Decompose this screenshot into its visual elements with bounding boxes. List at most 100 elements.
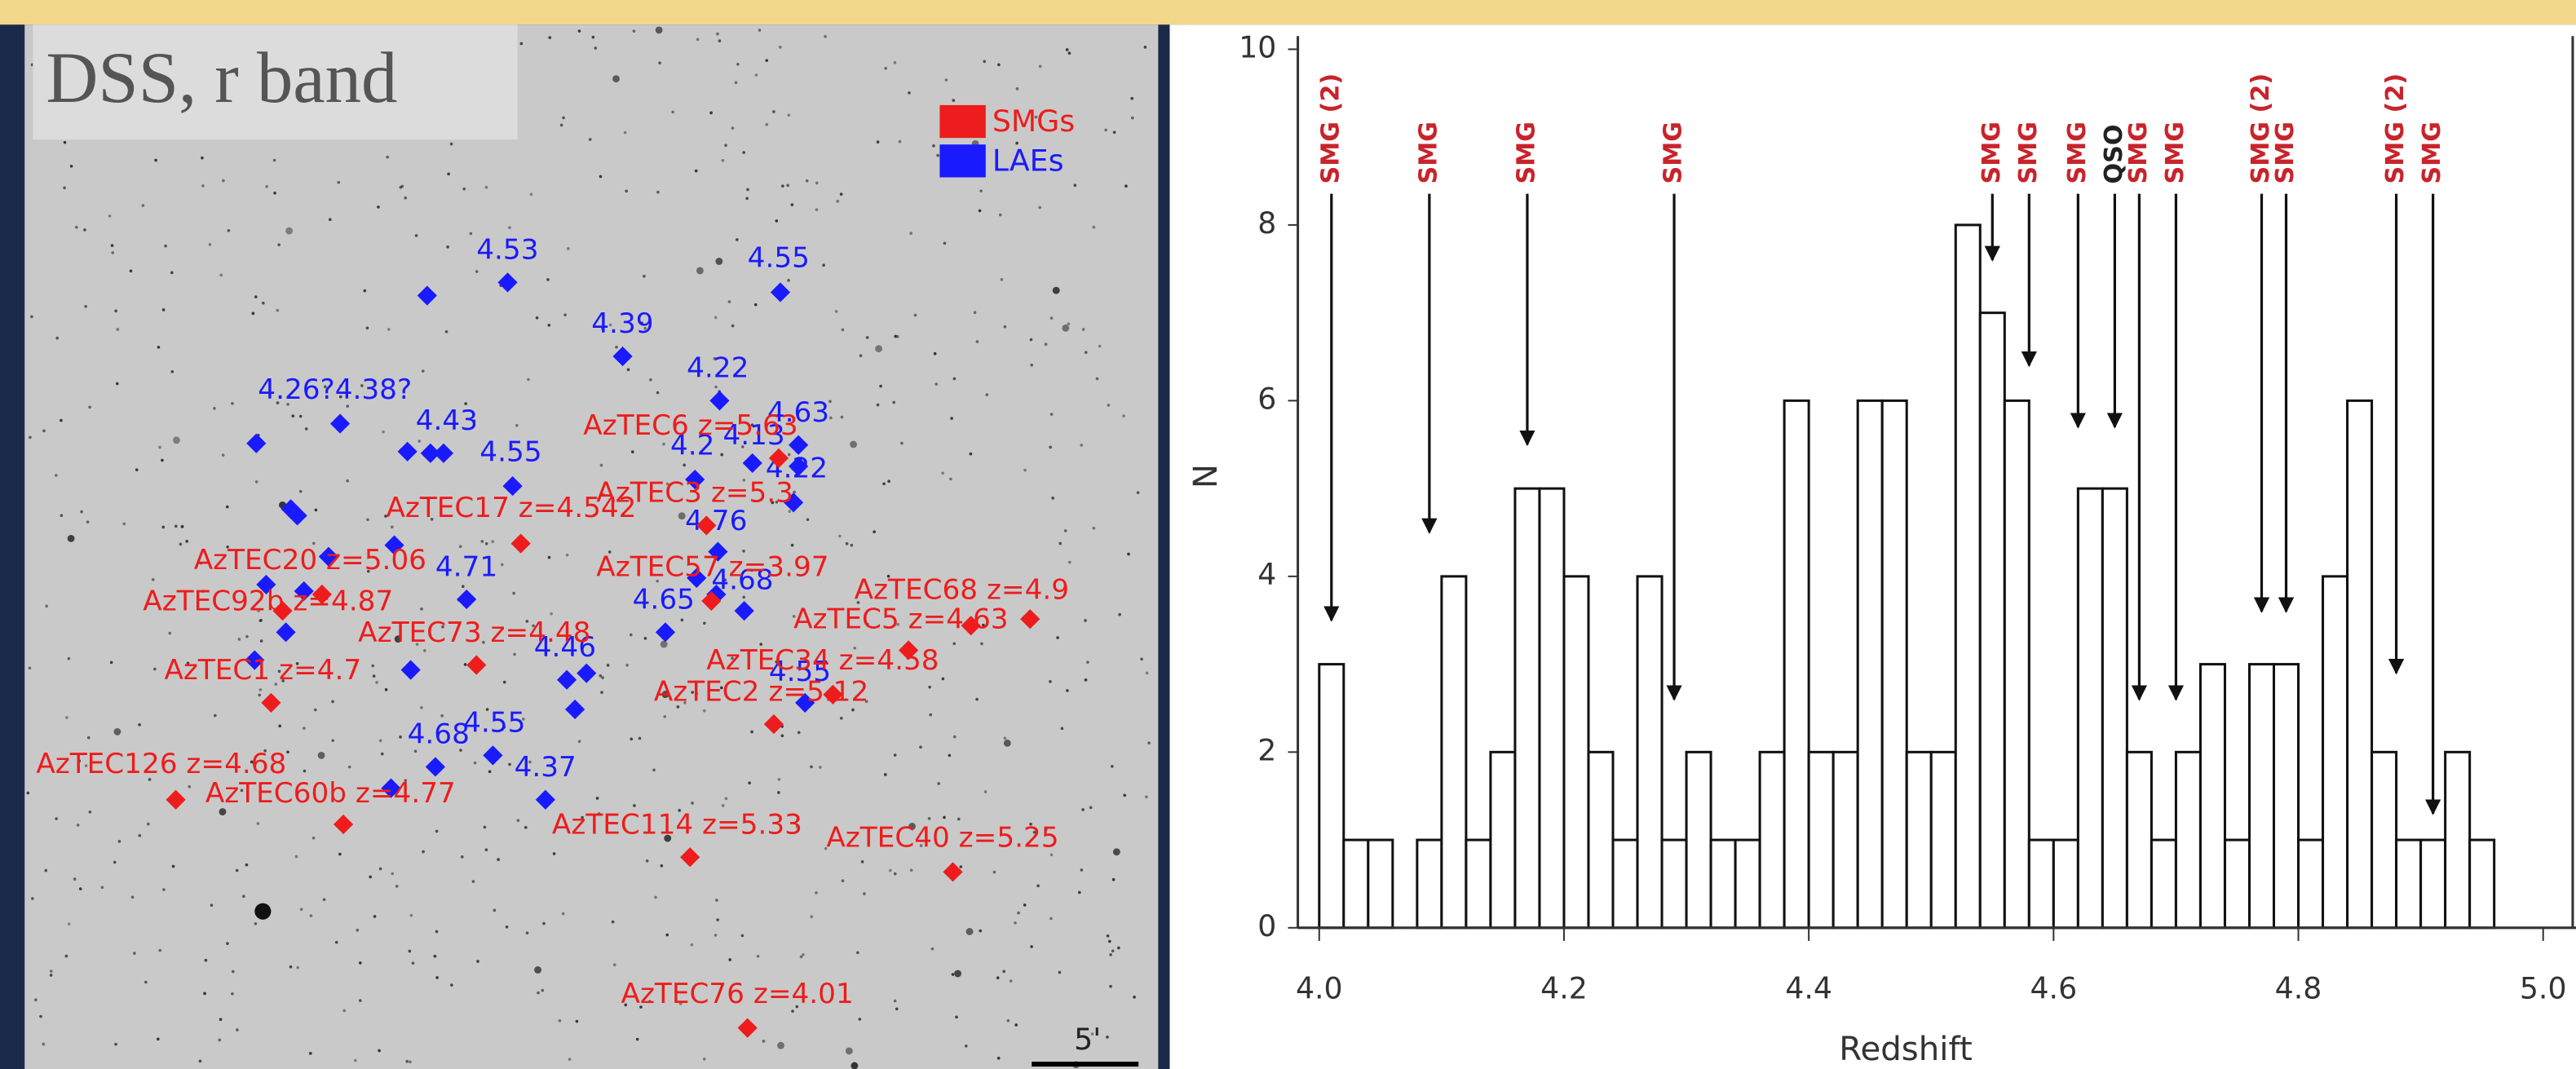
star (790, 203, 794, 206)
smg-marker (701, 590, 722, 612)
lae-label: 4.65 (633, 584, 695, 616)
star (109, 660, 113, 665)
star (254, 295, 258, 298)
star (624, 1003, 628, 1007)
star (1014, 1023, 1018, 1027)
star (1030, 945, 1033, 948)
star (840, 415, 844, 419)
star (339, 384, 342, 388)
star (873, 530, 876, 534)
star (390, 525, 394, 529)
star (625, 189, 628, 193)
star (225, 505, 229, 509)
bar (1465, 838, 1492, 930)
star (527, 378, 530, 382)
smg-marker (166, 789, 186, 810)
star (731, 324, 735, 328)
star (328, 218, 332, 222)
star (257, 609, 260, 613)
smg-marker (261, 692, 281, 713)
star (366, 569, 370, 573)
star (895, 1007, 899, 1011)
star (982, 623, 985, 627)
star (748, 781, 751, 785)
star (1062, 324, 1070, 332)
star (1040, 113, 1043, 117)
star (894, 334, 897, 338)
star (1112, 130, 1116, 135)
sources: 4.53 4.554.394.224.26?4.38?4.434.554.634.… (36, 104, 1075, 1038)
lae-label: 4.37 (515, 751, 577, 784)
star (44, 868, 48, 872)
star (63, 140, 67, 144)
star (797, 410, 800, 413)
star (1130, 96, 1134, 100)
star (949, 477, 952, 481)
star (471, 880, 475, 883)
star (180, 525, 184, 528)
star (502, 680, 506, 684)
star (421, 369, 425, 373)
star (378, 867, 382, 871)
star (787, 453, 791, 457)
star (391, 872, 395, 876)
star (263, 749, 267, 753)
smg-label: AzTEC40 z=5.25 (826, 822, 1058, 855)
bar (2198, 663, 2226, 930)
star (157, 345, 161, 349)
star (876, 403, 880, 407)
star (114, 309, 117, 313)
star (464, 402, 467, 405)
star (1003, 736, 1007, 740)
star (113, 727, 122, 735)
star (998, 213, 1002, 217)
smg-label: AzTEC6 z=5.63 (583, 409, 798, 442)
star (235, 868, 239, 872)
star (898, 139, 902, 144)
annotation-label: SMG (2014, 121, 2043, 184)
star (893, 872, 897, 876)
star (338, 395, 342, 399)
star (601, 327, 604, 330)
star (936, 153, 939, 157)
star (893, 60, 897, 64)
star (952, 99, 956, 102)
star (932, 144, 935, 148)
star (1063, 529, 1067, 532)
star (728, 958, 732, 961)
star (171, 864, 175, 868)
star (591, 35, 595, 39)
star (736, 238, 739, 241)
star (420, 705, 423, 709)
star (724, 144, 727, 148)
star (49, 974, 53, 977)
star (893, 753, 897, 757)
star (497, 858, 500, 861)
star (276, 401, 280, 404)
star (566, 247, 570, 250)
star (31, 897, 34, 900)
star (411, 961, 415, 965)
star (702, 709, 706, 713)
star (259, 618, 263, 622)
star (1086, 660, 1089, 664)
star (721, 804, 725, 807)
star (623, 130, 627, 135)
star (561, 912, 565, 916)
star (208, 243, 212, 246)
star (1080, 444, 1083, 447)
star (201, 590, 205, 593)
star (781, 184, 784, 188)
bar (1513, 487, 1541, 930)
star (787, 279, 790, 282)
star (156, 1037, 160, 1041)
star (983, 790, 988, 793)
star (746, 188, 749, 192)
star (996, 976, 1000, 980)
star (892, 400, 896, 404)
star (186, 661, 190, 665)
star (133, 952, 136, 955)
star (449, 142, 453, 146)
star (853, 646, 857, 650)
star (39, 1014, 42, 1018)
